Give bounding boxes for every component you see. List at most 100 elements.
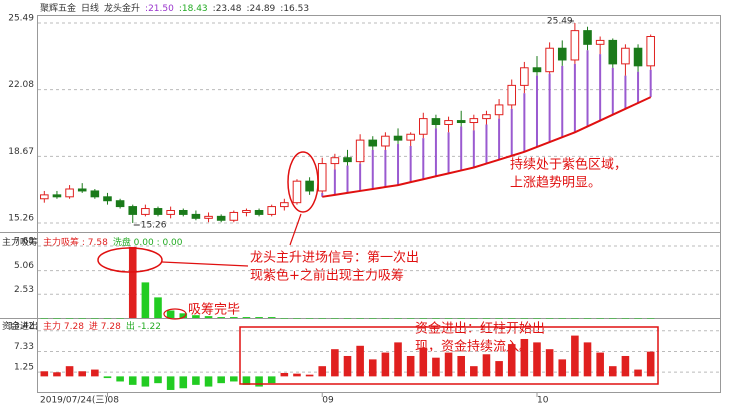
candle-body <box>520 67 529 86</box>
bar <box>646 318 655 319</box>
header-part: 龙头金升 <box>104 2 140 14</box>
bar <box>432 357 440 377</box>
bar <box>520 318 529 319</box>
bar <box>141 282 150 318</box>
bar <box>621 318 630 319</box>
bar <box>116 376 124 382</box>
signal-ellipse <box>287 151 319 213</box>
bar <box>545 349 554 377</box>
candle-body <box>77 188 87 192</box>
candle-body <box>444 120 453 125</box>
header-part: 资金进出 <box>2 320 38 332</box>
header-part: :24.89 <box>246 4 275 14</box>
bar <box>444 352 453 377</box>
bar <box>318 318 327 319</box>
bar <box>204 376 213 387</box>
bar <box>419 347 428 377</box>
candle-body <box>343 157 352 163</box>
candle-body <box>646 36 655 67</box>
bar <box>533 342 541 377</box>
low-label: 15.26 <box>141 221 167 231</box>
bar <box>217 376 225 384</box>
bar <box>495 318 503 319</box>
bar <box>596 318 604 319</box>
x-tick-label: 10 <box>537 396 549 406</box>
header-part: 洗盘 0.00 : 0.00 <box>113 236 183 248</box>
candle-body <box>355 139 365 163</box>
bar <box>318 366 327 377</box>
plot-layer: 聚辉五金 日线 龙头金升:21.50:18.43:23.48:24.89:16.53… <box>2 2 720 406</box>
candle-body <box>368 139 378 147</box>
frame <box>37 15 721 393</box>
bar <box>634 318 642 319</box>
bar <box>444 318 453 319</box>
annotation: 现，资金持续流入。 <box>415 339 532 355</box>
candle-body <box>280 202 289 208</box>
bar <box>558 359 567 377</box>
bar <box>356 318 364 319</box>
bar <box>507 344 516 377</box>
bar <box>242 376 251 385</box>
bar <box>128 246 137 318</box>
header-part: :16.53 <box>280 4 309 14</box>
annotation: 资金进出：红柱开始出 <box>415 321 545 337</box>
bar <box>103 376 112 379</box>
candle-body <box>381 135 390 147</box>
candle-body <box>254 209 264 215</box>
bar <box>520 338 529 377</box>
pointer-line <box>161 261 249 267</box>
header-part: 主力吸筹 : 7.58 <box>43 236 108 248</box>
bar <box>406 318 415 319</box>
candle-body <box>305 180 314 192</box>
bar <box>571 335 579 377</box>
bar <box>40 318 49 319</box>
candle-body <box>128 206 138 215</box>
candle-body <box>431 118 441 125</box>
candle-body <box>65 188 74 198</box>
bar <box>432 318 440 319</box>
done-ellipse <box>163 308 187 320</box>
bar <box>419 318 428 319</box>
bar <box>495 361 503 377</box>
candle-body <box>532 67 542 73</box>
bar <box>242 317 251 318</box>
bar <box>406 355 415 377</box>
candle-body <box>633 47 643 67</box>
annotation: 上涨趋势明显。 <box>510 175 601 191</box>
candle-body <box>166 209 175 215</box>
y-tick-label: 7.33 <box>14 342 34 352</box>
trend-line <box>322 96 652 198</box>
y-tick-label: 1.25 <box>14 363 34 373</box>
bar <box>78 371 87 377</box>
bar <box>646 351 655 377</box>
y-tick-label: 7.68 <box>14 237 34 247</box>
candle-body <box>393 135 403 141</box>
candle-body <box>204 215 213 219</box>
bar <box>230 376 238 382</box>
bar <box>179 376 188 389</box>
bar <box>482 318 491 319</box>
bar <box>305 374 314 377</box>
bar <box>343 318 352 319</box>
bar <box>571 318 579 319</box>
bar <box>91 318 99 319</box>
bar <box>78 318 87 319</box>
bar <box>545 318 554 319</box>
candle-body <box>621 47 630 65</box>
candle-body <box>494 104 504 116</box>
bar <box>507 318 516 319</box>
y-tick-label: 22.08 <box>8 80 34 90</box>
candle-body <box>406 133 415 141</box>
bar <box>470 366 478 377</box>
bar <box>280 372 289 377</box>
header-part: 主力吸筹 <box>2 236 38 248</box>
candle-body <box>103 196 112 202</box>
candle-body <box>90 190 100 198</box>
candle-body <box>141 208 150 215</box>
bar <box>356 345 364 377</box>
bar <box>583 318 592 319</box>
header-part: :18.43 <box>179 4 208 14</box>
bar <box>267 317 276 318</box>
bar <box>394 342 402 377</box>
